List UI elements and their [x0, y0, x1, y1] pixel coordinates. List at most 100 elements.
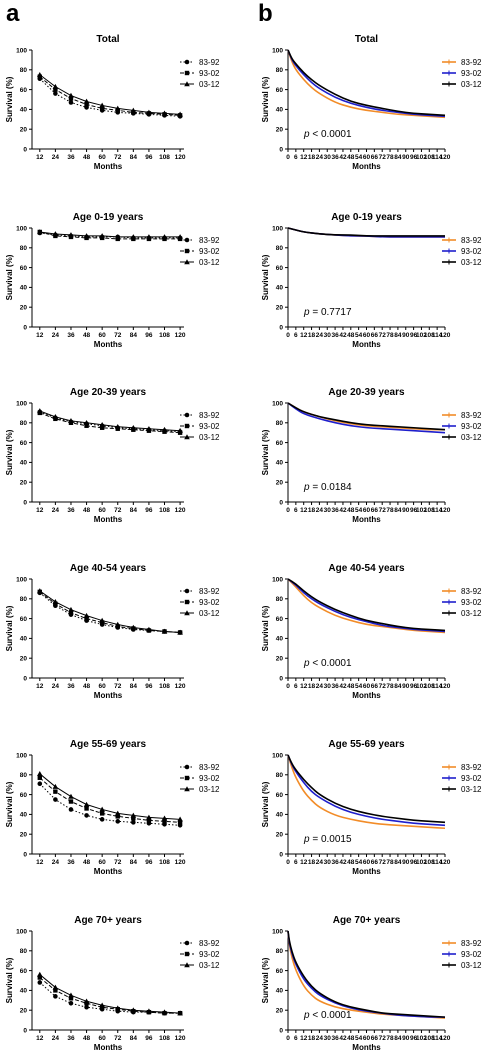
series-93-02: [37, 975, 183, 1016]
y-tick-label: 80: [276, 245, 284, 252]
y-tick-label: 100: [272, 225, 283, 232]
legend-marker: [184, 412, 190, 418]
y-tick-label: 0: [279, 851, 283, 858]
x-axis-title: Months: [94, 162, 123, 171]
series-curve: [287, 49, 446, 117]
series-curve: [287, 930, 446, 1018]
p-value-text: p < 0.0001: [303, 129, 352, 140]
series-line: [39, 412, 181, 434]
series-03-12: [287, 402, 446, 431]
legend-item: 83-92: [442, 587, 482, 596]
y-tick-label: 80: [276, 596, 284, 603]
x-tick-label: 90: [402, 332, 410, 339]
legend-item: 83-92: [442, 58, 482, 67]
chart-title: Age 40-54 years: [328, 563, 405, 574]
x-tick-label: 66: [371, 154, 379, 161]
x-tick-label: 120: [175, 683, 186, 690]
legend-label: 83-92: [199, 939, 220, 948]
data-point: [177, 1010, 183, 1016]
y-tick-label: 40: [20, 988, 28, 995]
data-point: [52, 598, 59, 604]
y-tick-label: 60: [20, 792, 28, 799]
panel-label-b: b: [258, 0, 273, 27]
data-point: [99, 811, 105, 816]
x-tick-label: 84: [394, 1035, 402, 1042]
data-point: [146, 109, 152, 115]
x-tick-label: 0: [286, 154, 290, 161]
x-tick-label: 0: [286, 683, 290, 690]
data-point: [52, 231, 59, 237]
y-tick-label: 100: [272, 400, 283, 407]
data-point: [99, 617, 105, 623]
x-tick-label: 72: [379, 859, 387, 866]
y-tick-label: 60: [276, 440, 284, 447]
x-tick-label: 6: [294, 154, 298, 161]
y-tick-label: 20: [276, 656, 284, 663]
x-tick-label: 0: [286, 1035, 290, 1042]
x-tick-label: 6: [294, 683, 298, 690]
data-point: [53, 789, 58, 794]
legend-label: 83-92: [461, 58, 482, 67]
legend-item: 03-12: [442, 433, 482, 442]
x-tick-label: 84: [394, 507, 402, 514]
legend-label: 03-12: [199, 785, 220, 794]
y-tick-label: 0: [279, 499, 283, 506]
x-tick-label: 6: [294, 507, 298, 514]
x-tick-label: 90: [402, 154, 410, 161]
data-point: [114, 1005, 121, 1011]
x-tick-label: 108: [159, 154, 170, 161]
y-tick-label: 100: [272, 47, 283, 54]
x-tick-label: 30: [324, 332, 332, 339]
data-point: [52, 83, 59, 89]
x-tick-label: 108: [424, 154, 435, 161]
y-tick-label: 100: [272, 928, 283, 935]
x-tick-label: 114: [432, 859, 443, 866]
x-tick-label: 60: [363, 859, 371, 866]
legend-label: 93-02: [199, 774, 220, 783]
data-point: [177, 234, 183, 240]
y-axis-title: Survival (%): [5, 605, 14, 651]
legend-item: 83-92: [180, 236, 220, 245]
chart-title: Total: [355, 34, 378, 45]
x-tick-label: 24: [316, 1035, 324, 1042]
series-curve: [287, 227, 445, 237]
series-03-12: [287, 578, 446, 632]
data-point: [68, 807, 74, 812]
x-axis-title: Months: [94, 340, 123, 349]
series-03-12: [36, 971, 183, 1016]
legend-label: 93-02: [199, 422, 220, 431]
legend-label: 03-12: [461, 609, 482, 618]
x-tick-label: 18: [308, 507, 316, 514]
data-point: [114, 423, 121, 429]
series-line: [39, 592, 181, 633]
x-tick-label: 96: [145, 507, 153, 514]
data-point: [83, 420, 90, 425]
legend-item: 93-02: [180, 69, 220, 78]
legend-label: 83-92: [199, 411, 220, 420]
x-tick-label: 78: [386, 859, 394, 866]
x-tick-label: 12: [300, 507, 308, 514]
p-symbol: p: [303, 1010, 310, 1021]
x-tick-label: 120: [440, 859, 451, 866]
x-tick-label: 72: [114, 154, 122, 161]
data-point: [84, 806, 89, 811]
data-point: [177, 820, 183, 825]
x-tick-label: 24: [52, 332, 60, 339]
y-tick-label: 80: [20, 67, 28, 74]
x-tick-label: 102: [416, 507, 427, 514]
x-tick-label: 108: [424, 1035, 435, 1042]
x-tick-label: 54: [355, 683, 363, 690]
data-point: [161, 426, 168, 432]
data-point: [84, 1004, 89, 1010]
data-point: [37, 775, 42, 780]
x-tick-label: 48: [347, 859, 355, 866]
series-03-12: [36, 408, 183, 433]
x-tick-label: 18: [308, 683, 316, 690]
legend-item: 03-12: [442, 785, 482, 794]
y-tick-label: 100: [16, 400, 27, 407]
x-tick-label: 84: [130, 683, 138, 690]
x-tick-label: 120: [175, 1035, 186, 1042]
x-tick-label: 108: [424, 683, 435, 690]
